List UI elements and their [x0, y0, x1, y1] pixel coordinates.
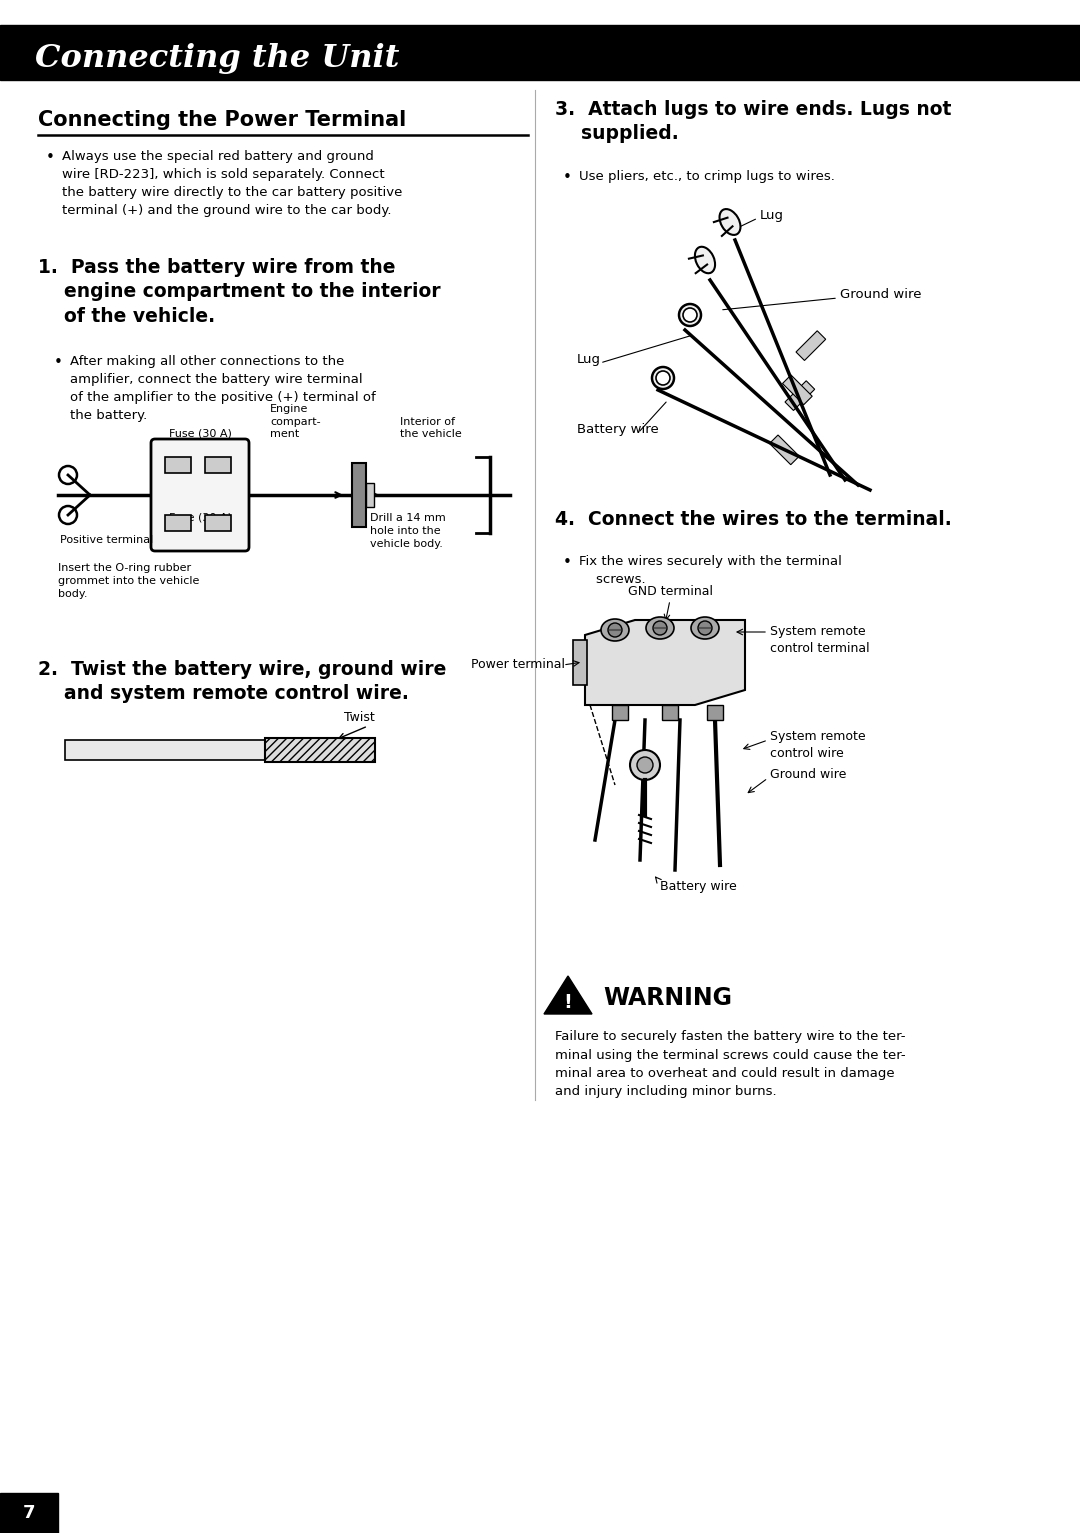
Text: Ground wire: Ground wire [770, 768, 847, 782]
Bar [612, 705, 627, 721]
Text: 2.  Twist the battery wire, ground wire
    and system remote control wire.: 2. Twist the battery wire, ground wire a… [38, 661, 446, 704]
Ellipse shape [679, 304, 701, 327]
Bar [0, 1493, 58, 1533]
Bar [205, 457, 231, 474]
Text: Fuse (30 A): Fuse (30 A) [168, 514, 231, 523]
Text: Engine
compart-
ment: Engine compart- ment [270, 405, 321, 438]
Ellipse shape [719, 208, 741, 235]
Text: GND terminal: GND terminal [627, 586, 713, 598]
Text: •: • [563, 170, 572, 185]
Text: •: • [46, 150, 55, 166]
Circle shape [653, 621, 667, 635]
Bar [707, 705, 723, 721]
Bar [165, 457, 191, 474]
Bar [796, 331, 826, 360]
Text: Battery wire: Battery wire [660, 880, 737, 894]
Ellipse shape [637, 757, 653, 773]
Circle shape [608, 622, 622, 638]
FancyBboxPatch shape [151, 438, 249, 550]
Bar [770, 435, 799, 464]
Text: System remote
control wire: System remote control wire [770, 730, 866, 760]
Text: Ground wire: Ground wire [840, 288, 921, 302]
Bar [573, 639, 588, 685]
Text: Lug: Lug [760, 208, 784, 221]
Bar [366, 483, 374, 507]
Bar [65, 740, 265, 760]
Text: System remote
control terminal: System remote control terminal [770, 625, 869, 655]
Text: Power terminal: Power terminal [471, 659, 565, 671]
Text: WARNING: WARNING [603, 986, 732, 1010]
Ellipse shape [630, 750, 660, 780]
Text: Connecting the Unit: Connecting the Unit [35, 43, 400, 74]
Text: Fix the wires securely with the terminal
    screws.: Fix the wires securely with the terminal… [579, 555, 842, 586]
Text: Insert the O-ring rubber
grommet into the vehicle
body.: Insert the O-ring rubber grommet into th… [58, 563, 200, 598]
Bar [352, 463, 366, 527]
Text: Twist: Twist [345, 711, 375, 724]
Polygon shape [585, 619, 745, 705]
Ellipse shape [691, 616, 719, 639]
Text: 7: 7 [23, 1504, 36, 1522]
Text: After making all other connections to the
amplifier, connect the battery wire te: After making all other connections to th… [70, 356, 376, 422]
Text: Connecting the Power Terminal: Connecting the Power Terminal [38, 110, 406, 130]
Ellipse shape [600, 619, 629, 641]
Text: 1.  Pass the battery wire from the
    engine compartment to the interior
    of: 1. Pass the battery wire from the engine… [38, 258, 441, 325]
Text: !: ! [564, 993, 572, 1012]
Circle shape [683, 308, 697, 322]
Text: Fuse (30 A): Fuse (30 A) [168, 429, 231, 438]
Text: Interior of
the vehicle: Interior of the vehicle [400, 417, 462, 438]
Text: Positive terminal: Positive terminal [60, 535, 153, 546]
Bar [785, 380, 814, 411]
Text: Use pliers, etc., to crimp lugs to wires.: Use pliers, etc., to crimp lugs to wires… [579, 170, 835, 182]
Bar [0, 25, 1080, 80]
Bar [165, 515, 191, 530]
Bar [265, 737, 375, 762]
Text: •: • [54, 356, 63, 369]
Bar [662, 705, 678, 721]
Ellipse shape [646, 616, 674, 639]
Text: Battery wire: Battery wire [577, 423, 659, 437]
Polygon shape [544, 977, 592, 1013]
Bar [783, 376, 812, 405]
Text: 3.  Attach lugs to wire ends. Lugs not
    supplied.: 3. Attach lugs to wire ends. Lugs not su… [555, 100, 951, 143]
Text: Drill a 14 mm
hole into the
vehicle body.: Drill a 14 mm hole into the vehicle body… [370, 514, 446, 549]
Circle shape [698, 621, 712, 635]
Text: •: • [563, 555, 572, 570]
Ellipse shape [694, 247, 715, 273]
Ellipse shape [652, 366, 674, 389]
Bar [205, 515, 231, 530]
Text: Always use the special red battery and ground
wire [RD-223], which is sold separ: Always use the special red battery and g… [62, 150, 403, 218]
Text: Failure to securely fasten the battery wire to the ter-
minal using the terminal: Failure to securely fasten the battery w… [555, 1030, 906, 1099]
Circle shape [656, 371, 670, 385]
Text: 4.  Connect the wires to the terminal.: 4. Connect the wires to the terminal. [555, 510, 951, 529]
Text: Lug: Lug [577, 354, 600, 366]
